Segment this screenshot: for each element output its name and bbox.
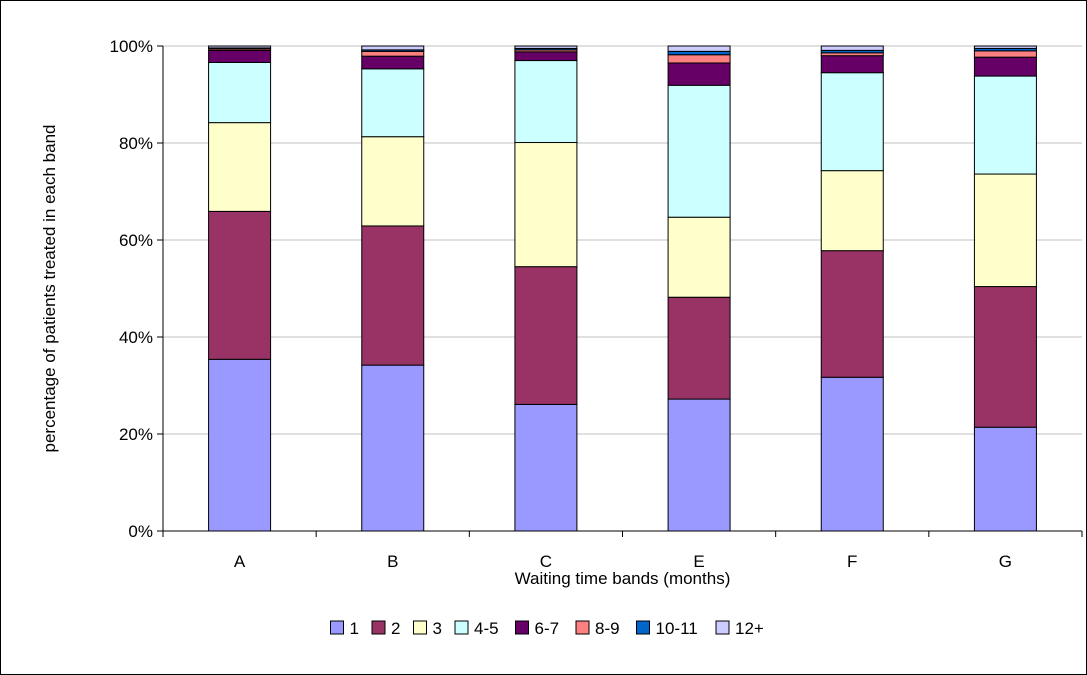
legend-swatch xyxy=(515,620,529,635)
y-tick-label: 0% xyxy=(128,522,153,541)
bar-segment xyxy=(361,55,425,70)
y-axis-title: percentage of patients treated in each b… xyxy=(40,125,59,453)
bar-segment xyxy=(973,45,1037,49)
legend-label: 10-11 xyxy=(656,619,698,638)
bar-segment xyxy=(361,136,425,227)
legend-label: 4-5 xyxy=(474,619,499,638)
bar-segment xyxy=(514,266,578,405)
legend-swatch xyxy=(575,620,590,635)
bar-segment xyxy=(514,403,578,532)
y-tick-label: 60% xyxy=(119,231,153,250)
bar-segment xyxy=(361,68,425,138)
bar-segment xyxy=(667,296,731,400)
bar-segment xyxy=(973,56,1037,77)
legend-label: 12+ xyxy=(735,619,764,638)
bar-segment xyxy=(820,250,884,378)
bar-segment xyxy=(820,170,884,252)
bar-segment xyxy=(667,54,731,64)
bar-segment xyxy=(208,358,272,532)
bar-segment xyxy=(973,173,1037,288)
bar-segment xyxy=(973,50,1037,58)
x-tick-label: G xyxy=(999,552,1012,571)
bar-segment xyxy=(208,122,272,212)
bar-segment xyxy=(514,60,578,144)
bar-segment xyxy=(973,286,1037,428)
legend-swatch xyxy=(413,620,427,635)
legend-swatch xyxy=(715,620,730,635)
x-tick-label: C xyxy=(540,552,552,571)
y-tick-label: 40% xyxy=(119,328,153,347)
bar-segment xyxy=(208,49,272,63)
bar-segment xyxy=(208,61,272,124)
bar-segment xyxy=(973,426,1037,532)
legend-swatch xyxy=(454,620,469,635)
x-tick-label: A xyxy=(234,552,246,571)
x-tick-label: B xyxy=(387,552,398,571)
legend-swatch xyxy=(636,620,650,635)
y-tick-label: 20% xyxy=(119,425,153,444)
legend-label: 3 xyxy=(433,619,442,638)
bar-segment xyxy=(514,51,578,62)
bar-segment xyxy=(667,62,731,86)
bar-segment xyxy=(208,210,272,360)
bar-segment xyxy=(208,45,272,49)
bar-segment xyxy=(667,50,731,56)
bar-segment xyxy=(667,84,731,218)
legend-label: 2 xyxy=(391,619,400,638)
bar-segment xyxy=(361,364,425,532)
legend-swatch xyxy=(330,620,344,635)
bar-segment xyxy=(514,142,578,268)
x-axis-title: Waiting time bands (months) xyxy=(515,569,731,588)
legend-label: 8-9 xyxy=(595,619,620,638)
x-tick-label: E xyxy=(693,552,704,571)
legend-label: 6-7 xyxy=(535,619,560,638)
bar-segment xyxy=(667,398,731,532)
bar-segment xyxy=(973,75,1037,175)
bar-segment xyxy=(361,225,425,366)
bar-segment xyxy=(667,216,731,298)
bar-segment xyxy=(361,50,425,57)
bar-segment xyxy=(361,45,425,51)
bar-segment xyxy=(820,55,884,74)
bar-segment xyxy=(820,376,884,532)
bar-segment xyxy=(820,45,884,51)
y-tick-label: 100% xyxy=(110,37,153,56)
bar-segment xyxy=(820,72,884,172)
legend-swatch xyxy=(371,620,386,635)
x-tick-label: F xyxy=(847,552,857,571)
bar-segment xyxy=(514,45,578,49)
bar-segment xyxy=(667,45,731,52)
legend-label: 1 xyxy=(350,619,359,638)
y-tick-label: 80% xyxy=(119,134,153,153)
